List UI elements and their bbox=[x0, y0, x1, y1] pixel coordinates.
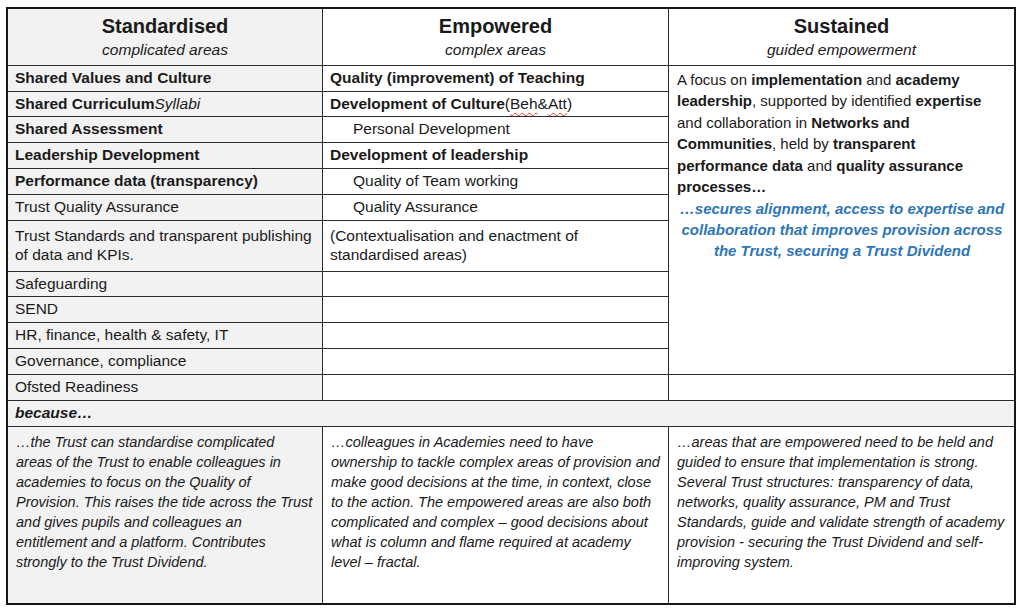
row-text-italic: Syllabi bbox=[155, 95, 201, 114]
empowered-row-quality-teaching: Quality (improvement) of Teaching bbox=[323, 66, 669, 92]
row-text: HR, finance, health & safety, IT bbox=[15, 326, 228, 345]
row-text-bold: Development of Culture bbox=[330, 95, 505, 114]
ampersand: & bbox=[538, 95, 548, 114]
row-text: Quality (improvement) of Teaching bbox=[330, 69, 585, 88]
text-run: A focus on bbox=[677, 71, 751, 88]
standardised-title: Standardised bbox=[102, 14, 229, 39]
empowered-title: Empowered bbox=[439, 14, 552, 39]
row-text: Quality of Team working bbox=[353, 172, 518, 191]
standardised-row-shared-curriculum: Shared Curriculum Syllabi bbox=[8, 92, 323, 117]
row-text: Shared Assessment bbox=[15, 120, 163, 139]
header-standardised: Standardised complicated areas bbox=[8, 9, 323, 66]
spellcheck-word-att: Att bbox=[548, 95, 567, 114]
standardised-row-shared-assessment: Shared Assessment bbox=[8, 117, 323, 143]
row-text: (Contextualisation and enactment of stan… bbox=[330, 227, 662, 264]
text-run-bold: expertise bbox=[915, 92, 981, 109]
empowered-row-contextualisation: (Contextualisation and enactment of stan… bbox=[323, 221, 669, 272]
standardised-row-performance-data: Performance data (transparency) bbox=[8, 169, 323, 195]
header-empowered: Empowered complex areas bbox=[323, 9, 669, 66]
text-run: , held by bbox=[772, 135, 833, 152]
sustained-paragraph: A focus on implementation and academy le… bbox=[677, 69, 1007, 198]
spellcheck-word-beh: Beh bbox=[510, 95, 538, 114]
standardised-row-ofsted-readiness: Ofsted Readiness bbox=[8, 375, 323, 401]
standardised-row-leadership-development: Leadership Development bbox=[8, 143, 323, 169]
sustained-main-cell: A focus on implementation and academy le… bbox=[669, 66, 1014, 375]
row-text: Development of leadership bbox=[330, 146, 528, 165]
row-text: Personal Development bbox=[353, 120, 510, 139]
empowered-row-quality-team-working: Quality of Team working bbox=[323, 169, 669, 195]
row-text: SEND bbox=[15, 300, 58, 319]
row-text: Shared Values and Culture bbox=[15, 69, 211, 88]
text-run: and bbox=[803, 157, 836, 174]
empowered-empty-row bbox=[323, 272, 669, 297]
header-sustained: Sustained guided empowerment bbox=[669, 9, 1014, 66]
empowered-row-development-culture: Development of Culture (Beh & Att) bbox=[323, 92, 669, 117]
footer-empowered: …colleagues in Academies need to have ow… bbox=[323, 427, 669, 603]
standardised-row-shared-values: Shared Values and Culture bbox=[8, 66, 323, 92]
standardised-row-trust-quality-assurance: Trust Quality Assurance bbox=[8, 195, 323, 221]
empowered-empty-row bbox=[323, 375, 669, 401]
standardised-row-safeguarding: Safeguarding bbox=[8, 272, 323, 297]
sustained-empty-row bbox=[669, 375, 1014, 401]
trust-operating-model-table: Standardised complicated areas Empowered… bbox=[6, 7, 1016, 605]
row-text: Leadership Development bbox=[15, 146, 199, 165]
sustained-blue-callout: …secures alignment, access to expertise … bbox=[677, 198, 1007, 261]
because-label: because… bbox=[15, 404, 93, 423]
sustained-subtitle: guided empowerment bbox=[767, 40, 916, 59]
empowered-empty-row bbox=[323, 349, 669, 375]
sustained-title: Sustained bbox=[794, 14, 890, 39]
row-text: Trust Standards and transparent publishi… bbox=[15, 227, 316, 264]
empowered-row-quality-assurance: Quality Assurance bbox=[323, 195, 669, 221]
text-run-bold: implementation bbox=[751, 71, 862, 88]
row-text: Performance data (transparency) bbox=[15, 172, 258, 191]
footer-sustained: …areas that are empowered need to be hel… bbox=[669, 427, 1014, 603]
empowered-empty-row bbox=[323, 323, 669, 349]
row-text: Trust Quality Assurance bbox=[15, 198, 179, 217]
footer-standardised: …the Trust can standardise complicated a… bbox=[8, 427, 323, 603]
row-text: Safeguarding bbox=[15, 275, 107, 294]
row-text: Ofsted Readiness bbox=[15, 378, 138, 397]
row-text: Quality Assurance bbox=[353, 198, 478, 217]
standardised-row-send: SEND bbox=[8, 297, 323, 323]
row-text: Governance, compliance bbox=[15, 352, 186, 371]
row-text-bold: Shared Curriculum bbox=[15, 95, 155, 114]
standardised-row-governance: Governance, compliance bbox=[8, 349, 323, 375]
text-run: and collaboration in bbox=[677, 114, 811, 131]
empowered-row-development-leadership: Development of leadership bbox=[323, 143, 669, 169]
text-run: and bbox=[862, 71, 895, 88]
empowered-empty-row bbox=[323, 297, 669, 323]
text-run: , supported by identified bbox=[752, 92, 915, 109]
paren-close: ) bbox=[567, 95, 572, 114]
standardised-subtitle: complicated areas bbox=[102, 40, 228, 59]
because-row: because… bbox=[8, 401, 1014, 427]
standardised-row-trust-standards: Trust Standards and transparent publishi… bbox=[8, 221, 323, 272]
empowered-row-personal-development: Personal Development bbox=[323, 117, 669, 143]
standardised-row-hr-finance: HR, finance, health & safety, IT bbox=[8, 323, 323, 349]
empowered-subtitle: complex areas bbox=[445, 40, 546, 59]
